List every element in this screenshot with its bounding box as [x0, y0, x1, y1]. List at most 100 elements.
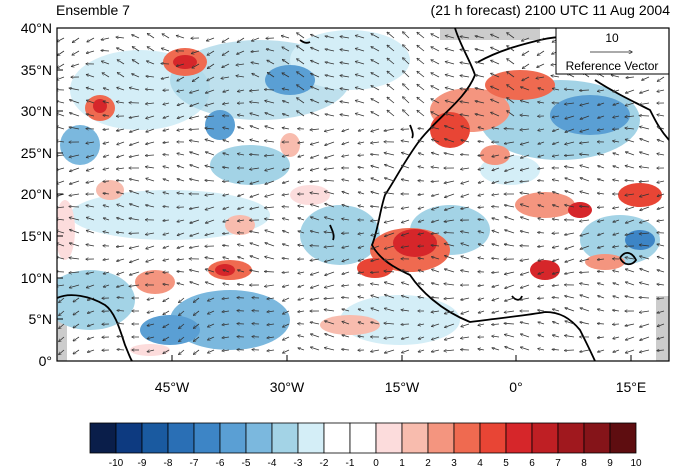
wind-vector — [385, 165, 395, 169]
wind-vector — [298, 167, 305, 170]
wind-vector — [460, 49, 470, 51]
wind-vector — [325, 62, 335, 65]
wind-vector — [222, 63, 230, 67]
wind-vector — [478, 349, 485, 350]
wind-vector — [265, 193, 275, 197]
wind-vector — [282, 258, 290, 259]
wind-vector — [205, 269, 215, 273]
wind-vector — [417, 71, 425, 78]
wind-vector — [597, 129, 605, 130]
wind-vector — [117, 192, 125, 195]
wind-vector — [70, 100, 80, 104]
wind-vector — [205, 89, 215, 93]
wind-vector — [310, 141, 320, 145]
wind-vector — [522, 63, 530, 68]
wind-vector — [432, 139, 440, 143]
wind-vector — [223, 89, 230, 92]
wind-vector — [205, 166, 215, 169]
wind-vector — [205, 232, 215, 235]
colorbar-swatch — [193, 422, 221, 454]
wind-vector — [70, 180, 80, 184]
wind-vector — [117, 310, 125, 311]
wind-vector — [264, 271, 275, 272]
wind-vector — [625, 232, 635, 235]
wind-vector — [657, 336, 665, 339]
wind-vector — [161, 48, 170, 52]
wind-vector — [223, 270, 230, 273]
wind-vector — [418, 324, 425, 325]
wind-vector — [491, 73, 500, 78]
wind-vector — [358, 142, 365, 144]
wind-vector — [73, 310, 80, 315]
wind-vector — [298, 206, 305, 207]
wind-vector — [177, 179, 185, 182]
wind-vector — [580, 206, 590, 207]
wind-vector — [325, 191, 335, 195]
wind-vector — [340, 88, 350, 90]
wind-vector — [597, 90, 605, 91]
colorbar-swatch — [271, 422, 299, 454]
wind-vector — [355, 48, 365, 52]
wind-vector — [552, 335, 560, 337]
wind-vector — [657, 206, 665, 209]
wind-vector — [283, 167, 290, 170]
wind-vector — [492, 258, 500, 259]
wind-vector — [371, 245, 380, 249]
wind-vector — [238, 270, 245, 273]
wind-vector — [580, 178, 590, 182]
wind-vector — [311, 74, 320, 78]
wind-vector — [445, 75, 455, 78]
wind-vector — [267, 298, 275, 299]
wind-vector — [222, 337, 230, 338]
wind-vector — [163, 166, 170, 168]
wind-vector — [418, 207, 425, 209]
wind-vector — [87, 349, 95, 352]
wind-vector — [311, 334, 320, 338]
wind-vector — [236, 76, 245, 77]
wind-vector — [384, 323, 395, 324]
wind-vector — [431, 297, 440, 298]
wind-vector — [431, 47, 440, 52]
wind-vector — [177, 166, 185, 169]
wind-vector — [520, 297, 530, 300]
wind-vector — [371, 142, 380, 143]
wind-vector — [538, 232, 545, 233]
wind-vector — [432, 323, 440, 326]
wind-vector — [205, 257, 215, 259]
wind-vector — [613, 270, 620, 272]
wind-vector — [103, 129, 110, 130]
wind-vector — [478, 207, 485, 208]
wind-vector — [190, 232, 200, 236]
wind-vector — [117, 258, 125, 261]
colorbar-label: -3 — [294, 458, 303, 469]
wind-vector — [444, 336, 455, 340]
wind-vector — [283, 349, 290, 353]
colorbar-swatch — [89, 422, 117, 454]
wind-vector — [237, 115, 245, 116]
wind-vector — [401, 324, 410, 325]
wind-vector — [103, 181, 110, 182]
wind-vector — [371, 60, 380, 65]
wind-vector — [522, 50, 530, 55]
wind-vector — [86, 154, 95, 158]
wind-vector — [461, 256, 470, 260]
wind-vector — [129, 245, 140, 248]
wind-vector — [283, 180, 290, 183]
wind-vector — [223, 245, 230, 246]
wind-vector — [69, 284, 80, 288]
wind-vector — [538, 102, 545, 103]
wind-vector — [626, 77, 635, 78]
wind-vector — [580, 322, 590, 325]
wind-vector — [325, 36, 335, 39]
wind-vector — [358, 309, 365, 312]
wind-vector — [86, 205, 95, 207]
wind-vector — [613, 166, 620, 169]
wind-vector — [401, 141, 410, 142]
wind-vector — [461, 231, 470, 233]
wind-vector — [613, 141, 620, 142]
wind-vector — [298, 335, 305, 337]
wind-vector — [282, 218, 290, 220]
wind-vector — [129, 154, 140, 157]
x-axis — [171, 355, 632, 361]
wind-vector — [402, 219, 410, 223]
